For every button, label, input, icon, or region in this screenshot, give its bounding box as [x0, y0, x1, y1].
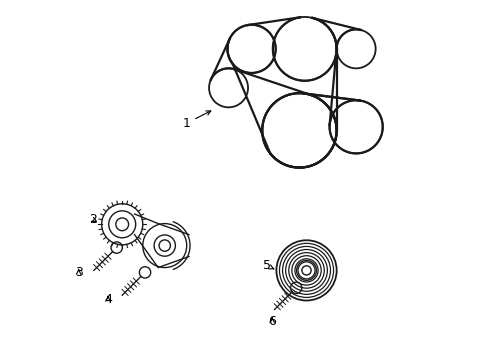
Text: 6: 6 [267, 315, 276, 328]
Text: 5: 5 [263, 259, 274, 272]
Text: 1: 1 [182, 111, 210, 130]
Text: 2: 2 [89, 213, 97, 226]
Text: 3: 3 [75, 266, 82, 279]
Text: 4: 4 [104, 293, 112, 306]
